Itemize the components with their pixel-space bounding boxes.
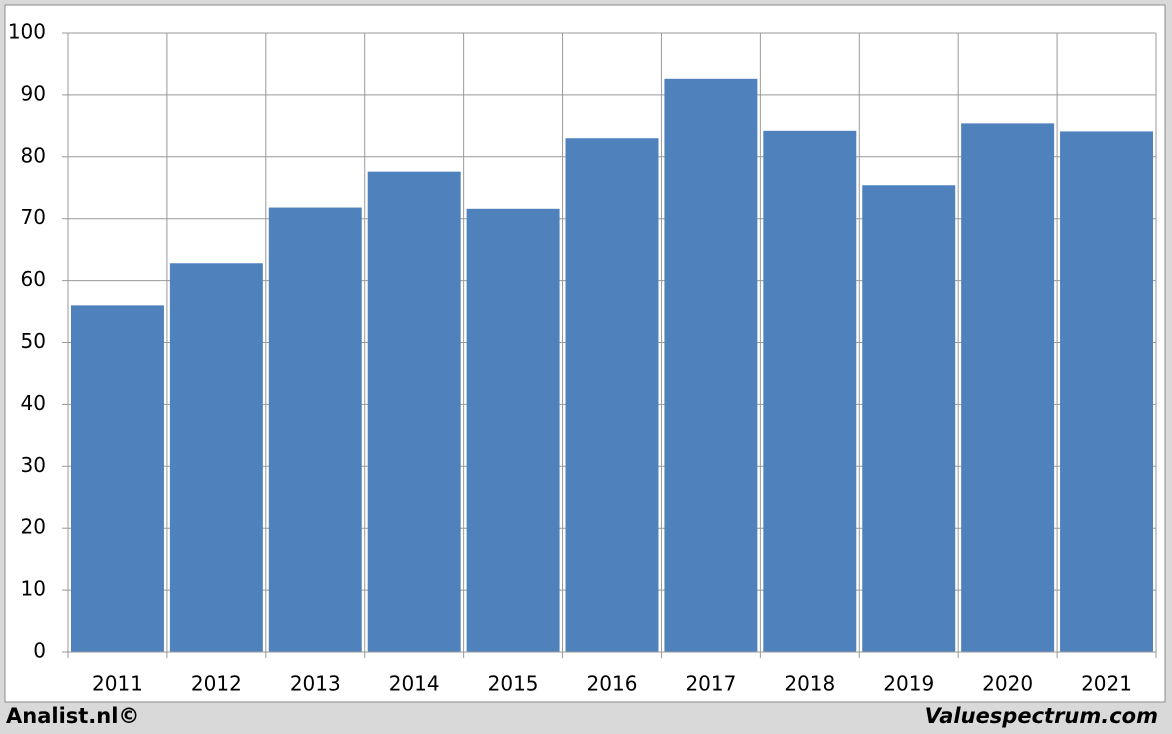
footer-right: Valuespectrum.com [925,704,1158,728]
bar [961,123,1055,652]
x-tick-label: 2014 [389,672,440,696]
bar [763,130,857,652]
x-tick-label: 2020 [982,672,1033,696]
y-tick-label: 100 [8,20,46,44]
y-tick-label: 0 [33,639,46,663]
y-tick-label: 70 [21,205,46,229]
x-tick-label: 2016 [587,672,638,696]
y-tick-label: 60 [21,267,46,291]
y-tick-label: 80 [21,143,46,167]
footer-left: Analist.nl© [6,704,139,728]
bar [664,78,758,652]
y-tick-label: 50 [21,329,46,353]
bar [169,263,263,652]
y-tick-label: 90 [21,81,46,105]
bar [862,185,956,653]
x-tick-label: 2019 [883,672,934,696]
y-tick-label: 20 [21,515,46,539]
bar [1060,131,1154,652]
y-tick-label: 10 [21,577,46,601]
x-tick-label: 2018 [784,672,835,696]
y-tick-label: 40 [21,391,46,415]
x-tick-label: 2011 [92,672,143,696]
bar [268,207,362,653]
bar [466,208,560,652]
x-tick-label: 2017 [685,672,736,696]
bar [565,138,659,653]
bar [367,171,461,652]
x-tick-label: 2015 [488,672,539,696]
x-tick-label: 2012 [191,672,242,696]
bar [70,305,164,652]
x-tick-label: 2013 [290,672,341,696]
x-tick-label: 2021 [1081,672,1132,696]
y-tick-label: 30 [21,453,46,477]
